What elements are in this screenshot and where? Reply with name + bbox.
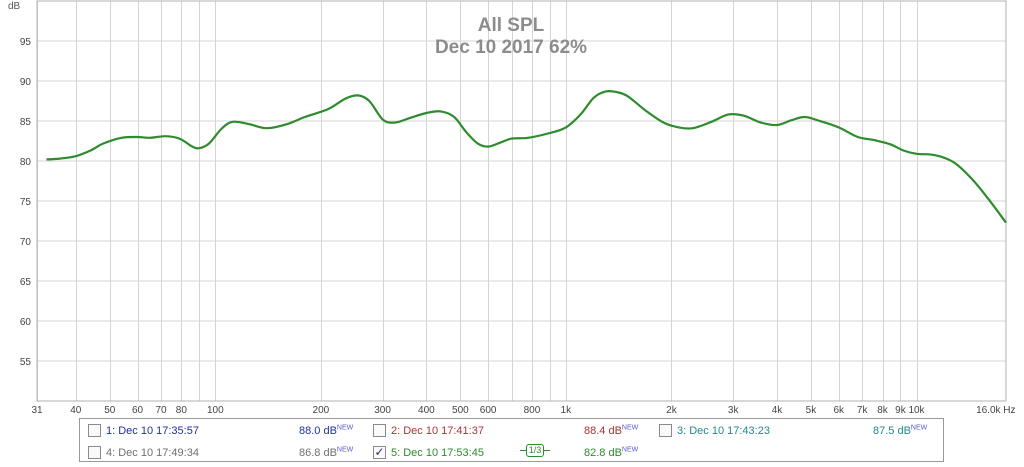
y-axis-label: dB	[8, 1, 21, 12]
legend-entry-1-value: 88.0 dBNEW	[299, 424, 354, 437]
x-tick-label-7000: 7k	[857, 405, 869, 415]
y-tick-label-80: 80	[20, 157, 32, 168]
x-tick-label-40: 40	[70, 405, 82, 415]
legend-entry-5-value: 82.8 dBNEW	[584, 446, 639, 459]
x-tick-label-10000: 10k	[908, 405, 925, 415]
x-tick-label-50: 50	[104, 405, 116, 415]
x-tick-label-300: 300	[374, 405, 391, 415]
x-tick-label-70: 70	[155, 405, 167, 415]
legend-entry-3-name: 3: Dec 10 17:43:23	[677, 425, 770, 437]
legend-entry-2-value: 88.4 dBNEW	[584, 424, 639, 437]
y-tick-label-75: 75	[20, 197, 32, 208]
x-tick-label-2000: 2k	[666, 405, 678, 415]
x-tick-label-100: 100	[207, 405, 224, 415]
chart-title: All SPL	[478, 15, 545, 36]
legend-checkbox-3[interactable]	[659, 424, 672, 437]
x-tick-label-9000: 9k	[895, 405, 907, 415]
x-tick-label-60: 60	[132, 405, 144, 415]
legend-checkbox-2[interactable]	[373, 424, 386, 437]
x-tick-label-500: 500	[452, 405, 469, 415]
legend-entry-2-name: 2: Dec 10 17:41:37	[391, 425, 484, 437]
x-tick-label-1000: 1k	[561, 405, 573, 415]
x-tick-label-80: 80	[176, 405, 188, 415]
x-tick-label-8000: 8k	[877, 405, 889, 415]
x-tick-label-31: 31	[31, 405, 43, 415]
legend-entry-4[interactable]: 4: Dec 10 17:49:34 86.8 dBNEW	[88, 445, 368, 463]
x-tick-label-800: 800	[524, 405, 541, 415]
chart-grid	[37, 1, 1006, 401]
x-tick-label-4000: 4k	[772, 405, 784, 415]
y-tick-label-95: 95	[20, 37, 32, 48]
legend-entry-3[interactable]: 3: Dec 10 17:43:23 87.5 dBNEW	[659, 423, 929, 441]
legend-entry-3-value: 87.5 dBNEW	[873, 424, 928, 437]
chart-subtitle: Dec 10 2017 62%	[435, 37, 587, 58]
y-tick-label-85: 85	[20, 117, 32, 128]
y-tick-label-60: 60	[20, 317, 32, 328]
y-tick-label-90: 90	[20, 77, 32, 88]
smoothing-label: 1/3	[526, 444, 544, 457]
plot-frame	[36, 0, 1007, 402]
legend-entry-4-value: 86.8 dBNEW	[299, 446, 354, 459]
series-line-1	[46, 89, 1007, 224]
legend-entry-4-name: 4: Dec 10 17:49:34	[106, 447, 199, 459]
smoothing-line-left	[520, 450, 526, 451]
legend-entry-2[interactable]: 2: Dec 10 17:41:37 88.4 dBNEW	[373, 423, 643, 441]
series-layer	[46, 89, 1007, 224]
spl-chart: 55 60 65 70 75 80 85 90 95 31 40 50 60 70 80 100 200 300…	[8, 0, 1016, 415]
x-tick-label-200: 200	[313, 405, 330, 415]
y-tick-label-55: 55	[20, 357, 32, 368]
x-tick-label-16000: 16.0k Hz	[976, 405, 1015, 415]
legend-entry-5[interactable]: ✓ 5: Dec 10 17:53:45 82.8 dBNEW	[373, 445, 673, 463]
measurement-legend: 1: Dec 10 17:35:57 88.0 dBNEW 2: Dec 10 …	[79, 418, 944, 462]
y-axis-labels: 55 60 65 70 75 80 85 90 95	[20, 37, 32, 368]
x-tick-label-5000: 5k	[806, 405, 818, 415]
legend-entry-1[interactable]: 1: Dec 10 17:35:57 88.0 dBNEW	[88, 423, 353, 441]
legend-entry-5-name: 5: Dec 10 17:53:45	[391, 447, 484, 459]
y-tick-label-65: 65	[20, 277, 32, 288]
smoothing-indicator[interactable]: 1/3	[520, 444, 550, 457]
y-tick-label-70: 70	[20, 237, 32, 248]
x-axis-labels: 31 40 50 60 70 80 100 200 300 400 500 600 800 1k 2k 3k 4…	[31, 405, 1015, 415]
legend-checkbox-1[interactable]	[88, 424, 101, 437]
legend-checkbox-5[interactable]: ✓	[373, 445, 386, 459]
x-tick-label-3000: 3k	[728, 405, 740, 415]
smoothing-line-right	[544, 450, 550, 451]
x-tick-label-6000: 6k	[833, 405, 845, 415]
legend-entry-1-name: 1: Dec 10 17:35:57	[106, 425, 199, 437]
x-tick-label-600: 600	[480, 405, 497, 415]
legend-checkbox-4[interactable]	[88, 446, 101, 459]
x-tick-label-400: 400	[418, 405, 435, 415]
